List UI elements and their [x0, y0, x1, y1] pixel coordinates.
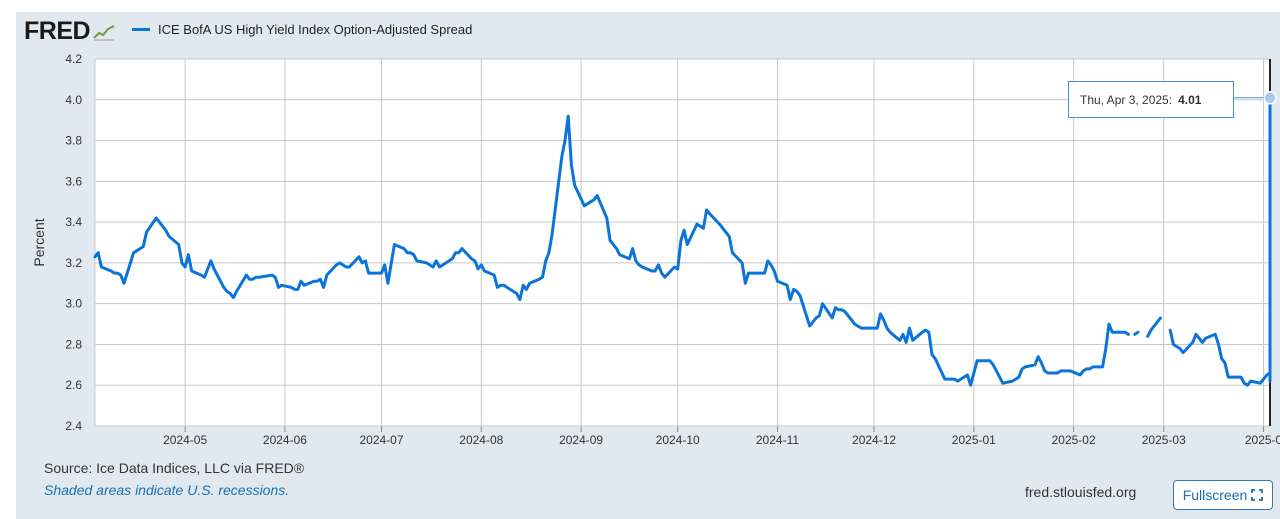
- fullscreen-button[interactable]: Fullscreen: [1173, 480, 1273, 510]
- x-tick-label: 2024-06: [263, 433, 307, 447]
- fred-logo[interactable]: FRED: [24, 17, 115, 46]
- x-tick-label: 2025-02: [1052, 433, 1096, 447]
- y-tick-label: 3.2: [65, 256, 82, 270]
- line-chart[interactable]: 2.4 2.6 2.8 3.0 3.2 3.4 3.6 3.8 4.0 4.2 2024-05 202…: [0, 0, 1280, 460]
- data-tooltip: Thu, Apr 3, 2025: 4.01: [1068, 81, 1234, 118]
- logo-text: FRED: [24, 17, 91, 45]
- plot-area: [95, 59, 1270, 426]
- x-tick-label: 2024-05: [163, 433, 207, 447]
- legend-swatch: [132, 28, 150, 31]
- y-tick-label: 3.8: [65, 134, 82, 148]
- x-tick-label: 2024-08: [459, 433, 503, 447]
- y-tick-label: 4.0: [65, 93, 82, 107]
- x-tick-label: 2024-10: [656, 433, 700, 447]
- fullscreen-label: Fullscreen: [1182, 487, 1248, 503]
- series-line: [1168, 96, 1272, 387]
- y-tick-label: 2.4: [65, 419, 82, 433]
- chart-legend: ICE BofA US High Yield Index Option-Adju…: [132, 22, 472, 37]
- x-tick-label: 2024-09: [559, 433, 603, 447]
- y-tick-label: 2.8: [65, 337, 82, 351]
- series-line: [1133, 330, 1140, 336]
- x-tick-label: 2025-01: [952, 433, 996, 447]
- series-line: [1146, 316, 1162, 338]
- x-tick-label: 2024-12: [852, 433, 896, 447]
- y-tick-label: 3.6: [65, 174, 82, 188]
- y-tick-label: 3.4: [65, 215, 82, 229]
- hover-point: [1263, 90, 1277, 105]
- y-tick-label: 4.2: [65, 52, 82, 66]
- y-tick-label: 2.6: [65, 378, 82, 392]
- legend-label: ICE BofA US High Yield Index Option-Adju…: [158, 22, 473, 37]
- trend-chart-icon: [93, 24, 115, 40]
- x-tick-label: 2024-07: [359, 433, 403, 447]
- y-axis-label: Percent: [31, 218, 47, 266]
- source-note: Source: Ice Data Indices, LLC via FRED®: [44, 460, 305, 476]
- fullscreen-icon: [1251, 489, 1264, 501]
- tooltip-date: Thu, Apr 3, 2025:: [1080, 92, 1173, 107]
- site-link[interactable]: fred.stlouisfed.org: [1025, 484, 1137, 500]
- x-tick-label: 2025-0: [1245, 433, 1280, 447]
- series-line: [93, 114, 1130, 387]
- recession-note: Shaded areas indicate U.S. recessions.: [44, 482, 290, 498]
- x-tick-label: 2025-03: [1142, 433, 1186, 447]
- tooltip-value: 4.01: [1178, 92, 1202, 107]
- y-tick-label: 3.0: [65, 297, 82, 311]
- x-tick-label: 2024-11: [756, 433, 799, 447]
